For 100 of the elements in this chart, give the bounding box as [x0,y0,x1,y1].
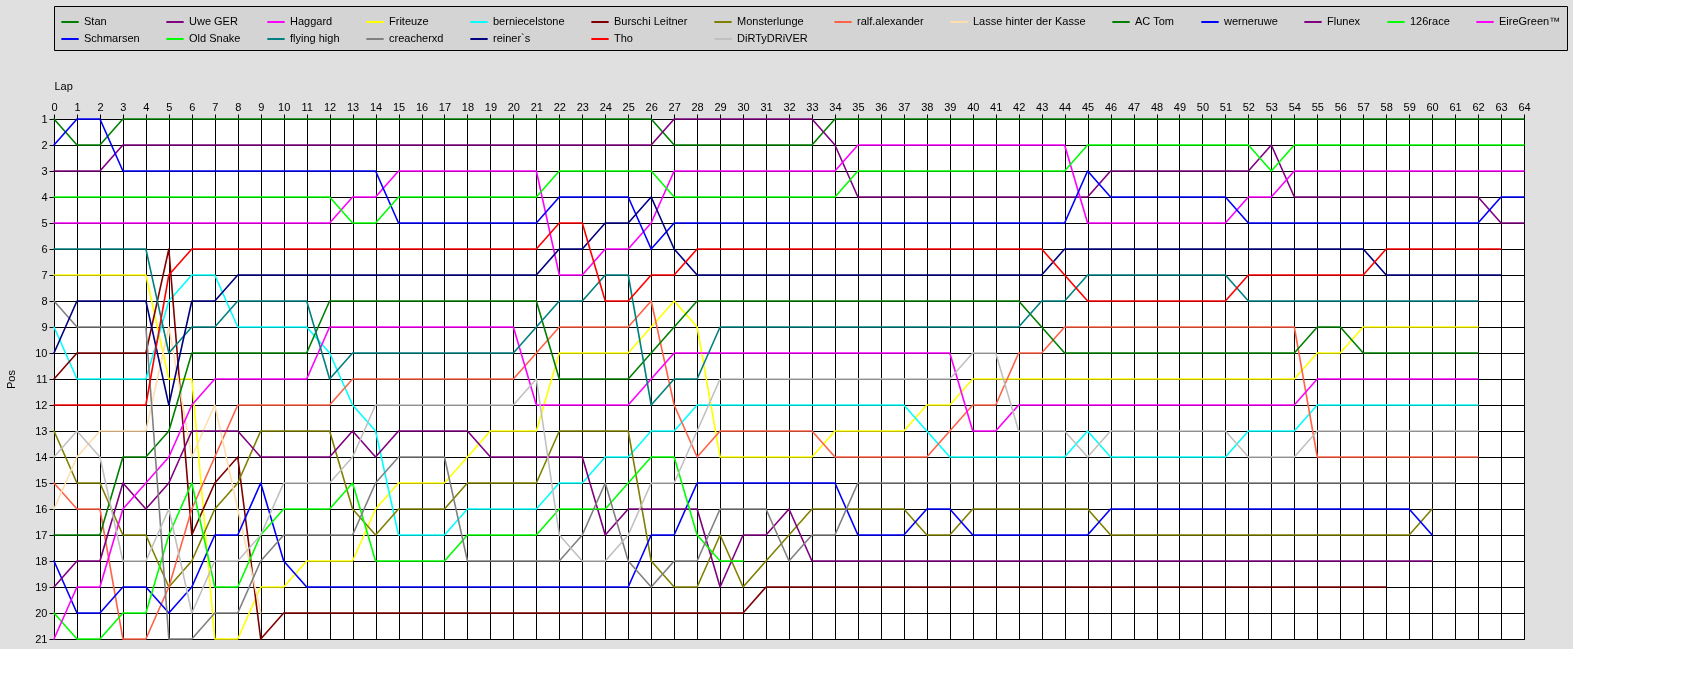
x-tick-label: 55 [1311,100,1324,113]
y-tick-label: 13 [35,424,48,437]
x-tick-label: 10 [278,100,291,113]
legend-label: ralf.alexander [857,15,924,27]
legend-label: Burschi Leitner [614,15,688,27]
x-tick-label: 63 [1495,100,1508,113]
x-tick-label: 16 [415,100,429,113]
x-tick-label: 60 [1426,100,1439,113]
x-tick-label: 7 [212,100,219,113]
legend-label: Uwe GER [189,15,238,27]
y-tick-label: 18 [35,554,48,567]
x-tick-label: 38 [921,100,934,113]
x-tick-label: 49 [1173,100,1187,113]
y-axis-title: Pos [5,369,18,389]
x-tick-label: 6 [189,100,196,113]
line-series [53,118,1525,224]
y-tick-label: 20 [35,606,48,619]
x-tick-label: 21 [530,100,543,113]
legend-label: Schmarsen [84,32,140,44]
line-series [53,248,1479,406]
legend-label: Flunex [1327,15,1361,27]
legend-label: berniecelstone [493,15,565,27]
y-tick-label: 4 [41,190,48,203]
x-tick-label: 41 [990,100,1003,113]
x-tick-label: 47 [1127,100,1141,113]
legend-label: Old Snake [189,32,241,44]
y-tick-label: 19 [35,580,48,593]
y-tick-label: 7 [41,268,48,281]
x-tick-label: 30 [737,100,750,113]
x-tick-label: 64 [1518,100,1531,113]
line-series [53,456,744,640]
x-tick-label: 45 [1081,100,1095,113]
legend-label: Lasse hinter der Kasse [973,15,1086,27]
x-tick-label: 12 [324,100,337,113]
legend-label: reiner`s [493,32,531,44]
legend-label: creacherxd [389,32,444,44]
x-tick-label: 4 [143,100,150,113]
legend-label: 126race [1410,15,1450,27]
x-tick-label: 62 [1472,100,1485,113]
x-tick-label: 3 [120,100,127,113]
x-tick-label: 19 [484,100,498,113]
x-tick-label: 59 [1403,100,1416,113]
x-tick-label: 54 [1288,100,1301,113]
x-tick-label: 22 [553,100,566,113]
x-tick-label: 46 [1104,100,1118,113]
x-tick-label: 32 [783,100,796,113]
x-tick-label: 53 [1265,100,1278,113]
x-tick-label: 24 [599,100,612,113]
x-tick-label: 57 [1357,100,1370,113]
x-tick-label: 5 [166,100,173,113]
legend-label: Haggard [290,15,333,27]
x-tick-label: 28 [691,100,704,113]
x-tick-label: 1 [74,100,81,113]
x-tick-label: 43 [1036,100,1049,113]
x-tick-label: 33 [806,100,819,113]
x-tick-label: 13 [346,100,360,113]
x-tick-label: 61 [1449,100,1462,113]
x-tick-label: 0 [51,100,58,113]
legend-label: Stan [84,15,107,27]
legend-label: DiRTyDRiVER [737,32,808,44]
x-tick-label: 18 [461,100,475,113]
y-tick-label: 2 [41,138,48,151]
line-series [53,482,1433,614]
y-tick-label: 8 [41,294,48,307]
legend-label: flying high [290,32,340,44]
x-tick-label: 23 [576,100,589,113]
x-tick-label: 2 [97,100,104,113]
x-tick-label: 26 [645,100,658,113]
y-tick-label: 14 [35,450,48,463]
legend-label: Tho [614,32,633,44]
legend-label: AC Tom [1135,15,1174,27]
x-tick-label: 17 [438,100,452,113]
x-tick-label: 35 [852,100,865,113]
x-tick-label: 15 [392,100,406,113]
x-tick-label: 31 [760,100,773,113]
y-tick-label: 5 [41,216,48,229]
x-axis-title: Lap [54,79,73,92]
y-tick-label: 9 [41,320,48,333]
x-tick-label: 36 [875,100,888,113]
y-tick-label: 15 [35,476,48,489]
x-tick-label: 27 [668,100,681,113]
x-tick-label: 48 [1150,100,1164,113]
line-series [53,144,1525,224]
x-tick-label: 29 [714,100,727,113]
x-tick-label: 9 [258,100,265,113]
x-tick-label: 52 [1242,100,1255,113]
x-tick-label: 51 [1219,100,1233,113]
x-tick-label: 56 [1334,100,1347,113]
x-tick-label: 39 [944,100,957,113]
legend-label: Friteuze [389,15,429,27]
y-tick-label: 16 [35,502,48,515]
line-series [53,352,1479,614]
y-tick-label: 1 [41,112,48,125]
y-tick-label: 21 [35,632,48,645]
x-tick-label: 14 [369,100,383,113]
y-tick-label: 10 [35,346,48,359]
legend-label: EireGreen™ [1499,15,1561,27]
legend-label: Monsterlunge [737,15,804,27]
y-tick-label: 12 [35,398,48,411]
x-tick-label: 37 [898,100,911,113]
